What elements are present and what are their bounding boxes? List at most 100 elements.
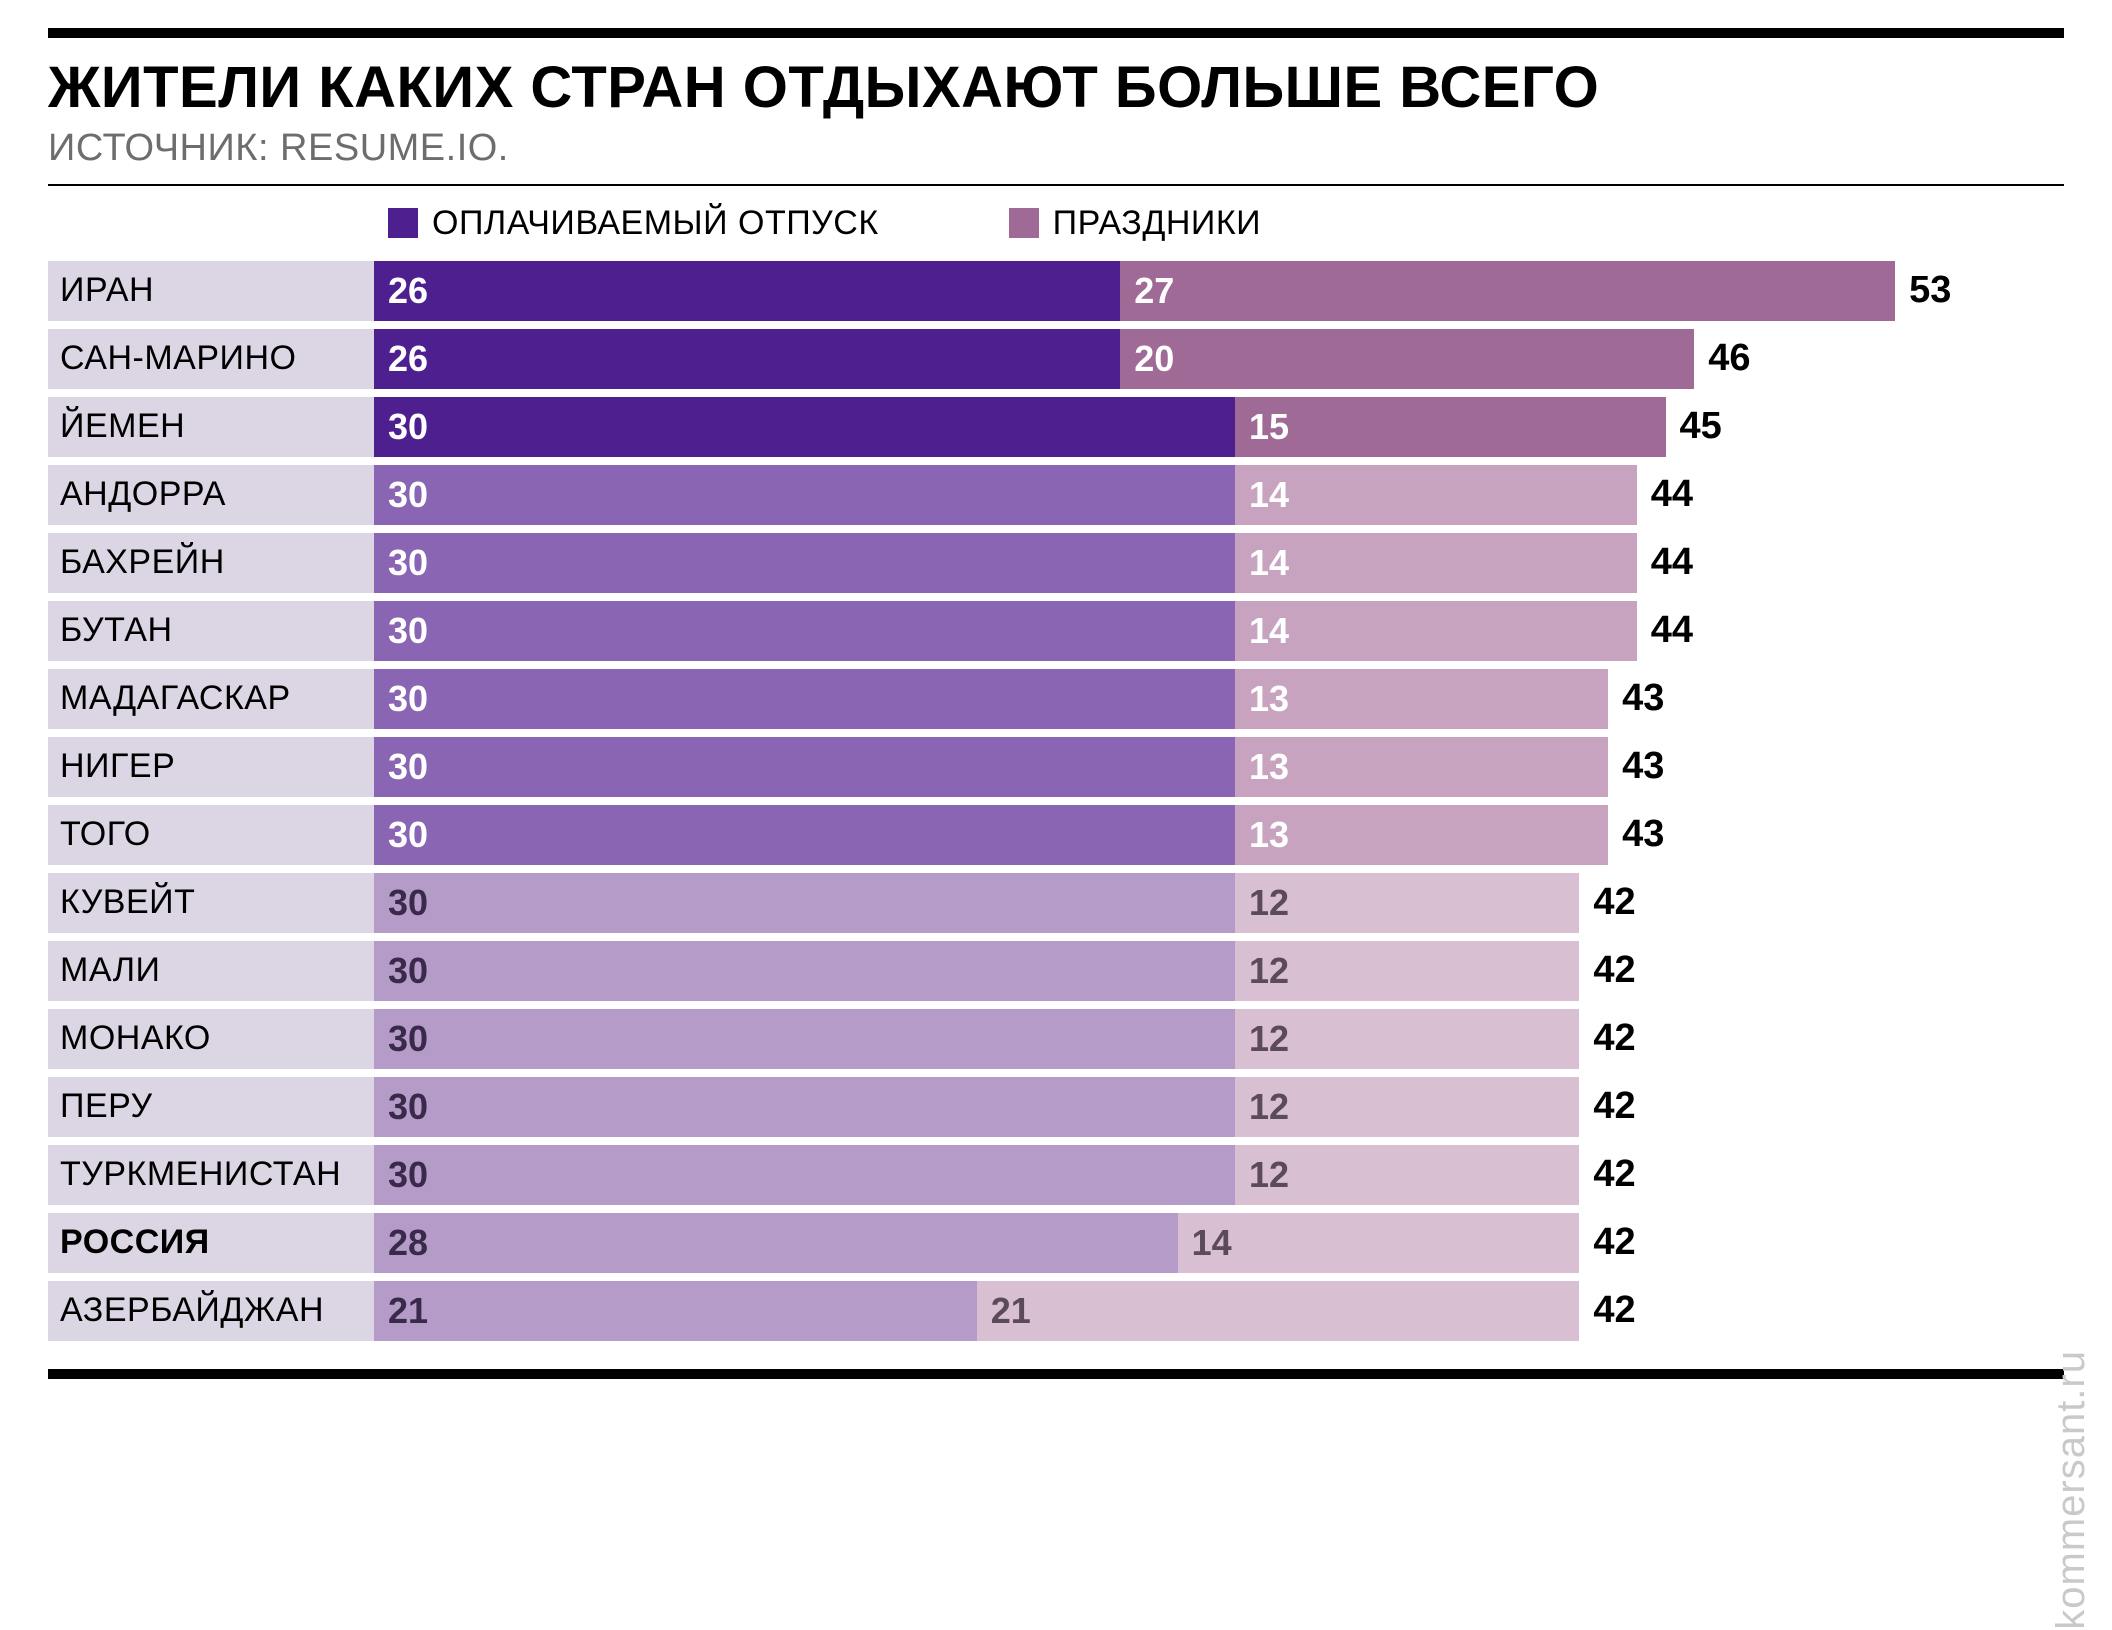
top-rule xyxy=(48,28,2064,38)
chart-row: ТОГО301343 xyxy=(48,805,2064,865)
row-total: 42 xyxy=(1579,1213,1635,1273)
row-label: НИГЕР xyxy=(48,737,374,797)
bar-segment-paid-leave: 28 xyxy=(374,1213,1178,1273)
bar-segment-holidays: 12 xyxy=(1235,941,1579,1001)
chart-row: САН-МАРИНО262046 xyxy=(48,329,2064,389)
row-bars: 301343 xyxy=(374,805,2064,865)
row-bars: 262046 xyxy=(374,329,2064,389)
row-total: 43 xyxy=(1608,805,1664,865)
row-total: 44 xyxy=(1637,465,1693,525)
row-bars: 301242 xyxy=(374,873,2064,933)
row-label: АНДОРРА xyxy=(48,465,374,525)
row-total: 42 xyxy=(1579,873,1635,933)
legend-label-paid-leave: ОПЛАЧИВАЕМЫЙ ОТПУСК xyxy=(432,204,879,243)
bar-segment-paid-leave: 26 xyxy=(374,261,1120,321)
chart-row: МАДАГАСКАР301343 xyxy=(48,669,2064,729)
row-bars: 301444 xyxy=(374,533,2064,593)
legend: ОПЛАЧИВАЕМЫЙ ОТПУСК ПРАЗДНИКИ xyxy=(48,186,2064,261)
row-label: МОНАКО xyxy=(48,1009,374,1069)
bar-segment-holidays: 13 xyxy=(1235,805,1608,865)
row-label: КУВЕЙТ xyxy=(48,873,374,933)
chart-row: РОССИЯ281442 xyxy=(48,1213,2064,1273)
row-label: САН-МАРИНО xyxy=(48,329,374,389)
chart-row: АНДОРРА301444 xyxy=(48,465,2064,525)
bar-segment-holidays: 15 xyxy=(1235,397,1666,457)
row-bars: 262753 xyxy=(374,261,2064,321)
bar-segment-paid-leave: 30 xyxy=(374,805,1235,865)
row-total: 43 xyxy=(1608,669,1664,729)
bar-segment-holidays: 21 xyxy=(977,1281,1580,1341)
bar-segment-paid-leave: 30 xyxy=(374,1077,1235,1137)
bar-segment-holidays: 14 xyxy=(1178,1213,1580,1273)
bar-segment-paid-leave: 21 xyxy=(374,1281,977,1341)
row-label: ТУРКМЕНИСТАН xyxy=(48,1145,374,1205)
row-total: 45 xyxy=(1666,397,1722,457)
bar-segment-paid-leave: 30 xyxy=(374,465,1235,525)
bar-segment-holidays: 12 xyxy=(1235,1077,1579,1137)
row-total: 44 xyxy=(1637,601,1693,661)
legend-label-holidays: ПРАЗДНИКИ xyxy=(1053,204,1261,243)
legend-swatch-paid-leave xyxy=(388,208,418,238)
row-bars: 301242 xyxy=(374,1077,2064,1137)
row-total: 42 xyxy=(1579,1145,1635,1205)
row-total: 43 xyxy=(1608,737,1664,797)
row-total: 46 xyxy=(1694,329,1750,389)
watermark: kommersant.ru xyxy=(2049,1350,2094,1630)
bar-segment-paid-leave: 30 xyxy=(374,533,1235,593)
chart-row: МАЛИ301242 xyxy=(48,941,2064,1001)
row-label: ПЕРУ xyxy=(48,1077,374,1137)
row-label: ИРАН xyxy=(48,261,374,321)
bar-segment-paid-leave: 30 xyxy=(374,1145,1235,1205)
bar-segment-paid-leave: 30 xyxy=(374,1009,1235,1069)
legend-swatch-holidays xyxy=(1009,208,1039,238)
chart-row: БУТАН301444 xyxy=(48,601,2064,661)
chart-row: АЗЕРБАЙДЖАН212142 xyxy=(48,1281,2064,1341)
row-total: 42 xyxy=(1579,1009,1635,1069)
row-bars: 301242 xyxy=(374,1145,2064,1205)
chart-row: ЙЕМЕН301545 xyxy=(48,397,2064,457)
legend-item-holidays: ПРАЗДНИКИ xyxy=(1009,204,1261,243)
row-label: ТОГО xyxy=(48,805,374,865)
bar-segment-holidays: 27 xyxy=(1120,261,1895,321)
row-label: АЗЕРБАЙДЖАН xyxy=(48,1281,374,1341)
bar-segment-holidays: 12 xyxy=(1235,1009,1579,1069)
chart-row: ИРАН262753 xyxy=(48,261,2064,321)
row-bars: 301545 xyxy=(374,397,2064,457)
row-bars: 281442 xyxy=(374,1213,2064,1273)
chart-row: МОНАКО301242 xyxy=(48,1009,2064,1069)
row-bars: 301444 xyxy=(374,465,2064,525)
bar-segment-holidays: 12 xyxy=(1235,1145,1579,1205)
chart-subtitle: ИСТОЧНИК: RESUME.IO. xyxy=(48,127,2064,170)
chart-row: ПЕРУ301242 xyxy=(48,1077,2064,1137)
row-bars: 301343 xyxy=(374,737,2064,797)
chart-page: ЖИТЕЛИ КАКИХ СТРАН ОТДЫХАЮТ БОЛЬШЕ ВСЕГО… xyxy=(0,0,2112,1480)
bar-segment-paid-leave: 30 xyxy=(374,669,1235,729)
bar-segment-holidays: 14 xyxy=(1235,533,1637,593)
chart-row: НИГЕР301343 xyxy=(48,737,2064,797)
row-label: БУТАН xyxy=(48,601,374,661)
row-label: ЙЕМЕН xyxy=(48,397,374,457)
bar-segment-paid-leave: 26 xyxy=(374,329,1120,389)
chart-row: ТУРКМЕНИСТАН301242 xyxy=(48,1145,2064,1205)
chart-row: БАХРЕЙН301444 xyxy=(48,533,2064,593)
bar-segment-paid-leave: 30 xyxy=(374,397,1235,457)
bottom-rule xyxy=(48,1369,2064,1379)
bar-segment-holidays: 13 xyxy=(1235,669,1608,729)
row-label: МАЛИ xyxy=(48,941,374,1001)
row-total: 53 xyxy=(1895,261,1951,321)
bar-segment-holidays: 20 xyxy=(1120,329,1694,389)
row-bars: 212142 xyxy=(374,1281,2064,1341)
chart-row: КУВЕЙТ301242 xyxy=(48,873,2064,933)
bar-segment-paid-leave: 30 xyxy=(374,941,1235,1001)
bar-segment-holidays: 14 xyxy=(1235,465,1637,525)
bar-segment-holidays: 13 xyxy=(1235,737,1608,797)
row-bars: 301242 xyxy=(374,941,2064,1001)
bar-segment-paid-leave: 30 xyxy=(374,737,1235,797)
bar-segment-holidays: 14 xyxy=(1235,601,1637,661)
row-label: БАХРЕЙН xyxy=(48,533,374,593)
row-total: 44 xyxy=(1637,533,1693,593)
row-bars: 301242 xyxy=(374,1009,2064,1069)
bar-chart: ИРАН262753САН-МАРИНО262046ЙЕМЕН301545АНД… xyxy=(48,261,2064,1349)
row-label: РОССИЯ xyxy=(48,1213,374,1273)
row-total: 42 xyxy=(1579,1077,1635,1137)
